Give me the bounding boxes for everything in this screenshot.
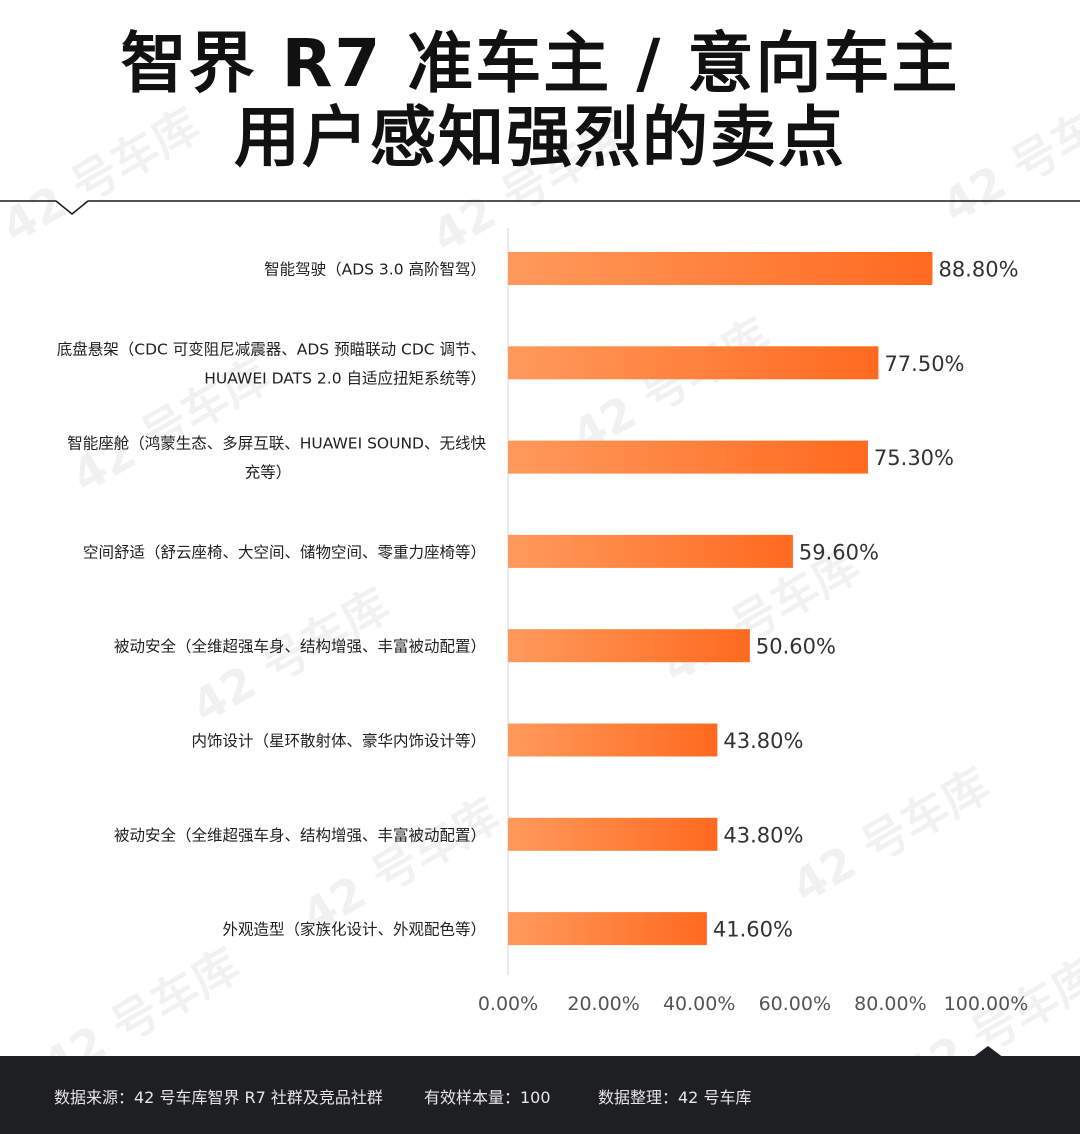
category-label: 被动安全（全维超强车身、结构增强、丰富被动配置） [114, 826, 486, 844]
category-label: 底盘悬架（CDC 可变阻尼减震器、ADS 预瞄联动 CDC 调节、 [57, 339, 486, 358]
bar [508, 912, 707, 946]
footer-sample-size: 有效样本量：100 [424, 1088, 551, 1107]
bar [508, 534, 793, 568]
data-label: 59.60% [799, 540, 879, 564]
data-label: 88.80% [938, 258, 1018, 282]
x-tick-label: 60.00% [759, 993, 831, 1015]
category-label: 被动安全（全维超强车身、结构增强、丰富被动配置） [114, 638, 486, 656]
x-tick-label: 40.00% [663, 993, 735, 1015]
title-area: 智界 R7 准车主 / 意向车主 用户感知强烈的卖点 [0, 0, 1080, 202]
category-label: 内饰设计（星环散射体、豪华内饰设计等） [191, 731, 486, 750]
x-tick-label: 20.00% [567, 993, 639, 1015]
footer: 数据来源：42 号车库智界 R7 社群及竞品社群 有效样本量：100 数据整理：… [0, 1056, 1080, 1134]
data-label: 43.80% [723, 823, 803, 847]
category-label: 智能座舱（鸿蒙生态、多屏互联、HUAWEI SOUND、无线快 [67, 435, 486, 453]
bar [508, 440, 868, 474]
bar-chart: 88.80% 智能驾驶（ADS 3.0 高阶智驾） 77.50% 底盘悬架（CDC 可… [57, 228, 1029, 1015]
bar [508, 629, 750, 663]
x-tick-label: 0.00% [478, 993, 538, 1015]
data-label: 50.60% [756, 635, 836, 659]
data-label: 41.60% [713, 918, 793, 942]
bar [508, 252, 933, 285]
category-label: 智能驾驶（ADS 3.0 高阶智驾） [264, 261, 486, 279]
bar [508, 817, 718, 851]
footer-compiled-by: 数据整理：42 号车库 [598, 1088, 752, 1107]
category-label: 外观造型（家族化设计、外观配色等） [222, 921, 486, 939]
data-label: 43.80% [723, 729, 803, 753]
data-label: 75.30% [874, 446, 954, 470]
category-label: HUAWEI DATS 2.0 自适应扭矩系统等） [204, 368, 486, 387]
x-tick-label: 100.00% [944, 993, 1029, 1015]
chart-title-line-1: 智界 R7 准车主 / 意向车主 [120, 25, 960, 102]
chart-title-line-2: 用户感知强烈的卖点 [234, 99, 846, 176]
footer-notch [972, 1046, 1004, 1058]
bar [508, 346, 879, 380]
bar [508, 723, 718, 757]
header-divider [0, 200, 1080, 215]
data-label: 77.50% [884, 352, 964, 376]
category-label: 充等） [245, 464, 292, 482]
footer-data-source: 数据来源：42 号车库智界 R7 社群及竞品社群 [54, 1088, 383, 1107]
x-tick-label: 80.00% [854, 993, 926, 1015]
category-label: 空间舒适（舒云座椅、大空间、储物空间、零重力座椅等） [83, 543, 486, 561]
